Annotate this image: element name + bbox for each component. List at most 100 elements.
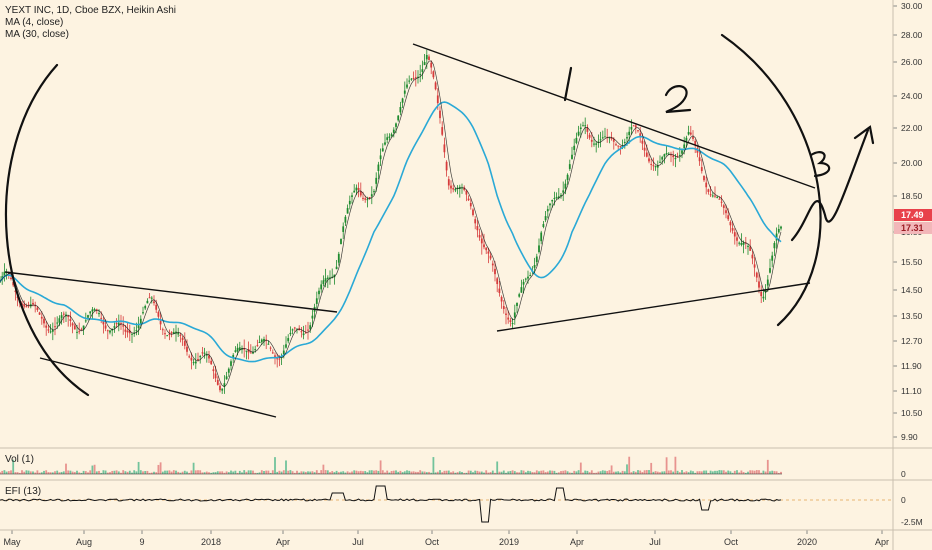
y-tick-label: 18.50 [901,191,923,201]
candle-body [351,195,353,197]
candle-body [139,318,142,325]
ma-fast-label[interactable]: MA (4, close) [5,17,64,28]
price-axis: 30.0028.0026.0024.0022.0020.0018.5016.50… [893,1,923,442]
volume-bar [538,471,540,474]
y-tick-label: 30.00 [901,1,923,11]
volume-bar [1,470,4,474]
candle-body [164,333,166,335]
volume-bar [665,457,668,474]
candle-body [168,333,171,335]
volume-bar [711,471,714,474]
volume-bar [469,470,472,474]
volume-bar [353,470,356,474]
candle-body [766,279,769,286]
volume-bar [392,470,395,474]
candle-body [650,163,653,165]
candle-body [337,253,340,263]
volume-bar [232,471,235,474]
volume-bar [289,470,292,474]
volume-bar [256,472,259,474]
volume-bar [566,471,569,474]
volume-bar [278,470,281,474]
legend: YEXT INC, 1D, Cboe BZX, Heikin Ashi MA (… [5,5,176,41]
candle-body [740,243,743,245]
volume-bar [775,471,778,474]
candle-body [487,251,490,254]
candle-body [773,243,776,249]
volume-bar [219,471,221,474]
volume-bar [744,472,747,474]
candle-body [56,322,59,324]
candle-body [507,317,510,320]
volume-bar [722,470,725,474]
candle-body [172,331,175,334]
candle-body [425,55,428,60]
candle-body [32,302,34,305]
volume-label[interactable]: Vol (1) [5,454,34,465]
candle-body [104,325,107,329]
volume-bar [461,471,463,474]
y-tick-label: 9.90 [901,432,918,442]
candle-body [753,264,756,268]
volume-bar [520,470,523,474]
volume-bar [731,472,734,474]
candle-body [243,348,246,350]
volume-bar [227,472,230,474]
volume-bar [159,462,162,474]
volume-bar [100,472,103,474]
candle-body [153,301,155,304]
volume-bar [467,470,470,474]
candle-body [595,143,598,145]
volume-bar [714,470,716,474]
candle-body [122,325,125,327]
volume-bar [175,470,177,474]
candle-body [126,330,129,333]
ma-slow-label[interactable]: MA (30, close) [5,29,69,40]
volume-bar [7,471,10,474]
y-tick-label: 24.00 [901,91,923,101]
volume-bar [698,471,701,474]
volume-bar [355,470,358,474]
volume-bar [153,471,155,474]
candle-body [340,238,342,245]
candle-body [575,137,578,144]
chart-title[interactable]: YEXT INC, 1D, Cboe BZX, Heikin Ashi [5,5,176,16]
efi-label[interactable]: EFI (13) [5,486,42,497]
candle-body [247,349,250,353]
candle-body [109,330,111,333]
candle-body [333,274,336,278]
candle-body [439,110,441,119]
candle-body [689,132,692,135]
volume-bar [612,471,615,474]
volume-bar [131,472,133,474]
volume-bar [247,470,250,474]
volume-bar [373,470,375,474]
y-tick-label: 10.50 [901,408,923,418]
volume-bar [527,470,529,474]
volume-bar [318,472,320,474]
candle-body [692,137,694,139]
candle-body [705,182,708,188]
volume-bar [555,472,558,474]
volume-bar [410,471,413,474]
candle-body [436,95,439,104]
volume-bar [703,470,705,474]
candle-body [89,311,92,314]
candle-body [654,166,657,168]
volume-bar [720,470,723,474]
candle-body [720,201,723,203]
candle-body [322,280,325,285]
candle-body [610,137,613,139]
volume-bar [135,471,138,474]
volume-bar [280,471,283,474]
candle-body [762,296,765,299]
volume-bar [346,471,349,474]
volume-bar [575,471,578,474]
candle-body [544,216,547,221]
candle-body [718,198,721,200]
volume-bar [408,470,411,474]
candle-body [562,190,565,193]
volume-bar [542,470,545,474]
